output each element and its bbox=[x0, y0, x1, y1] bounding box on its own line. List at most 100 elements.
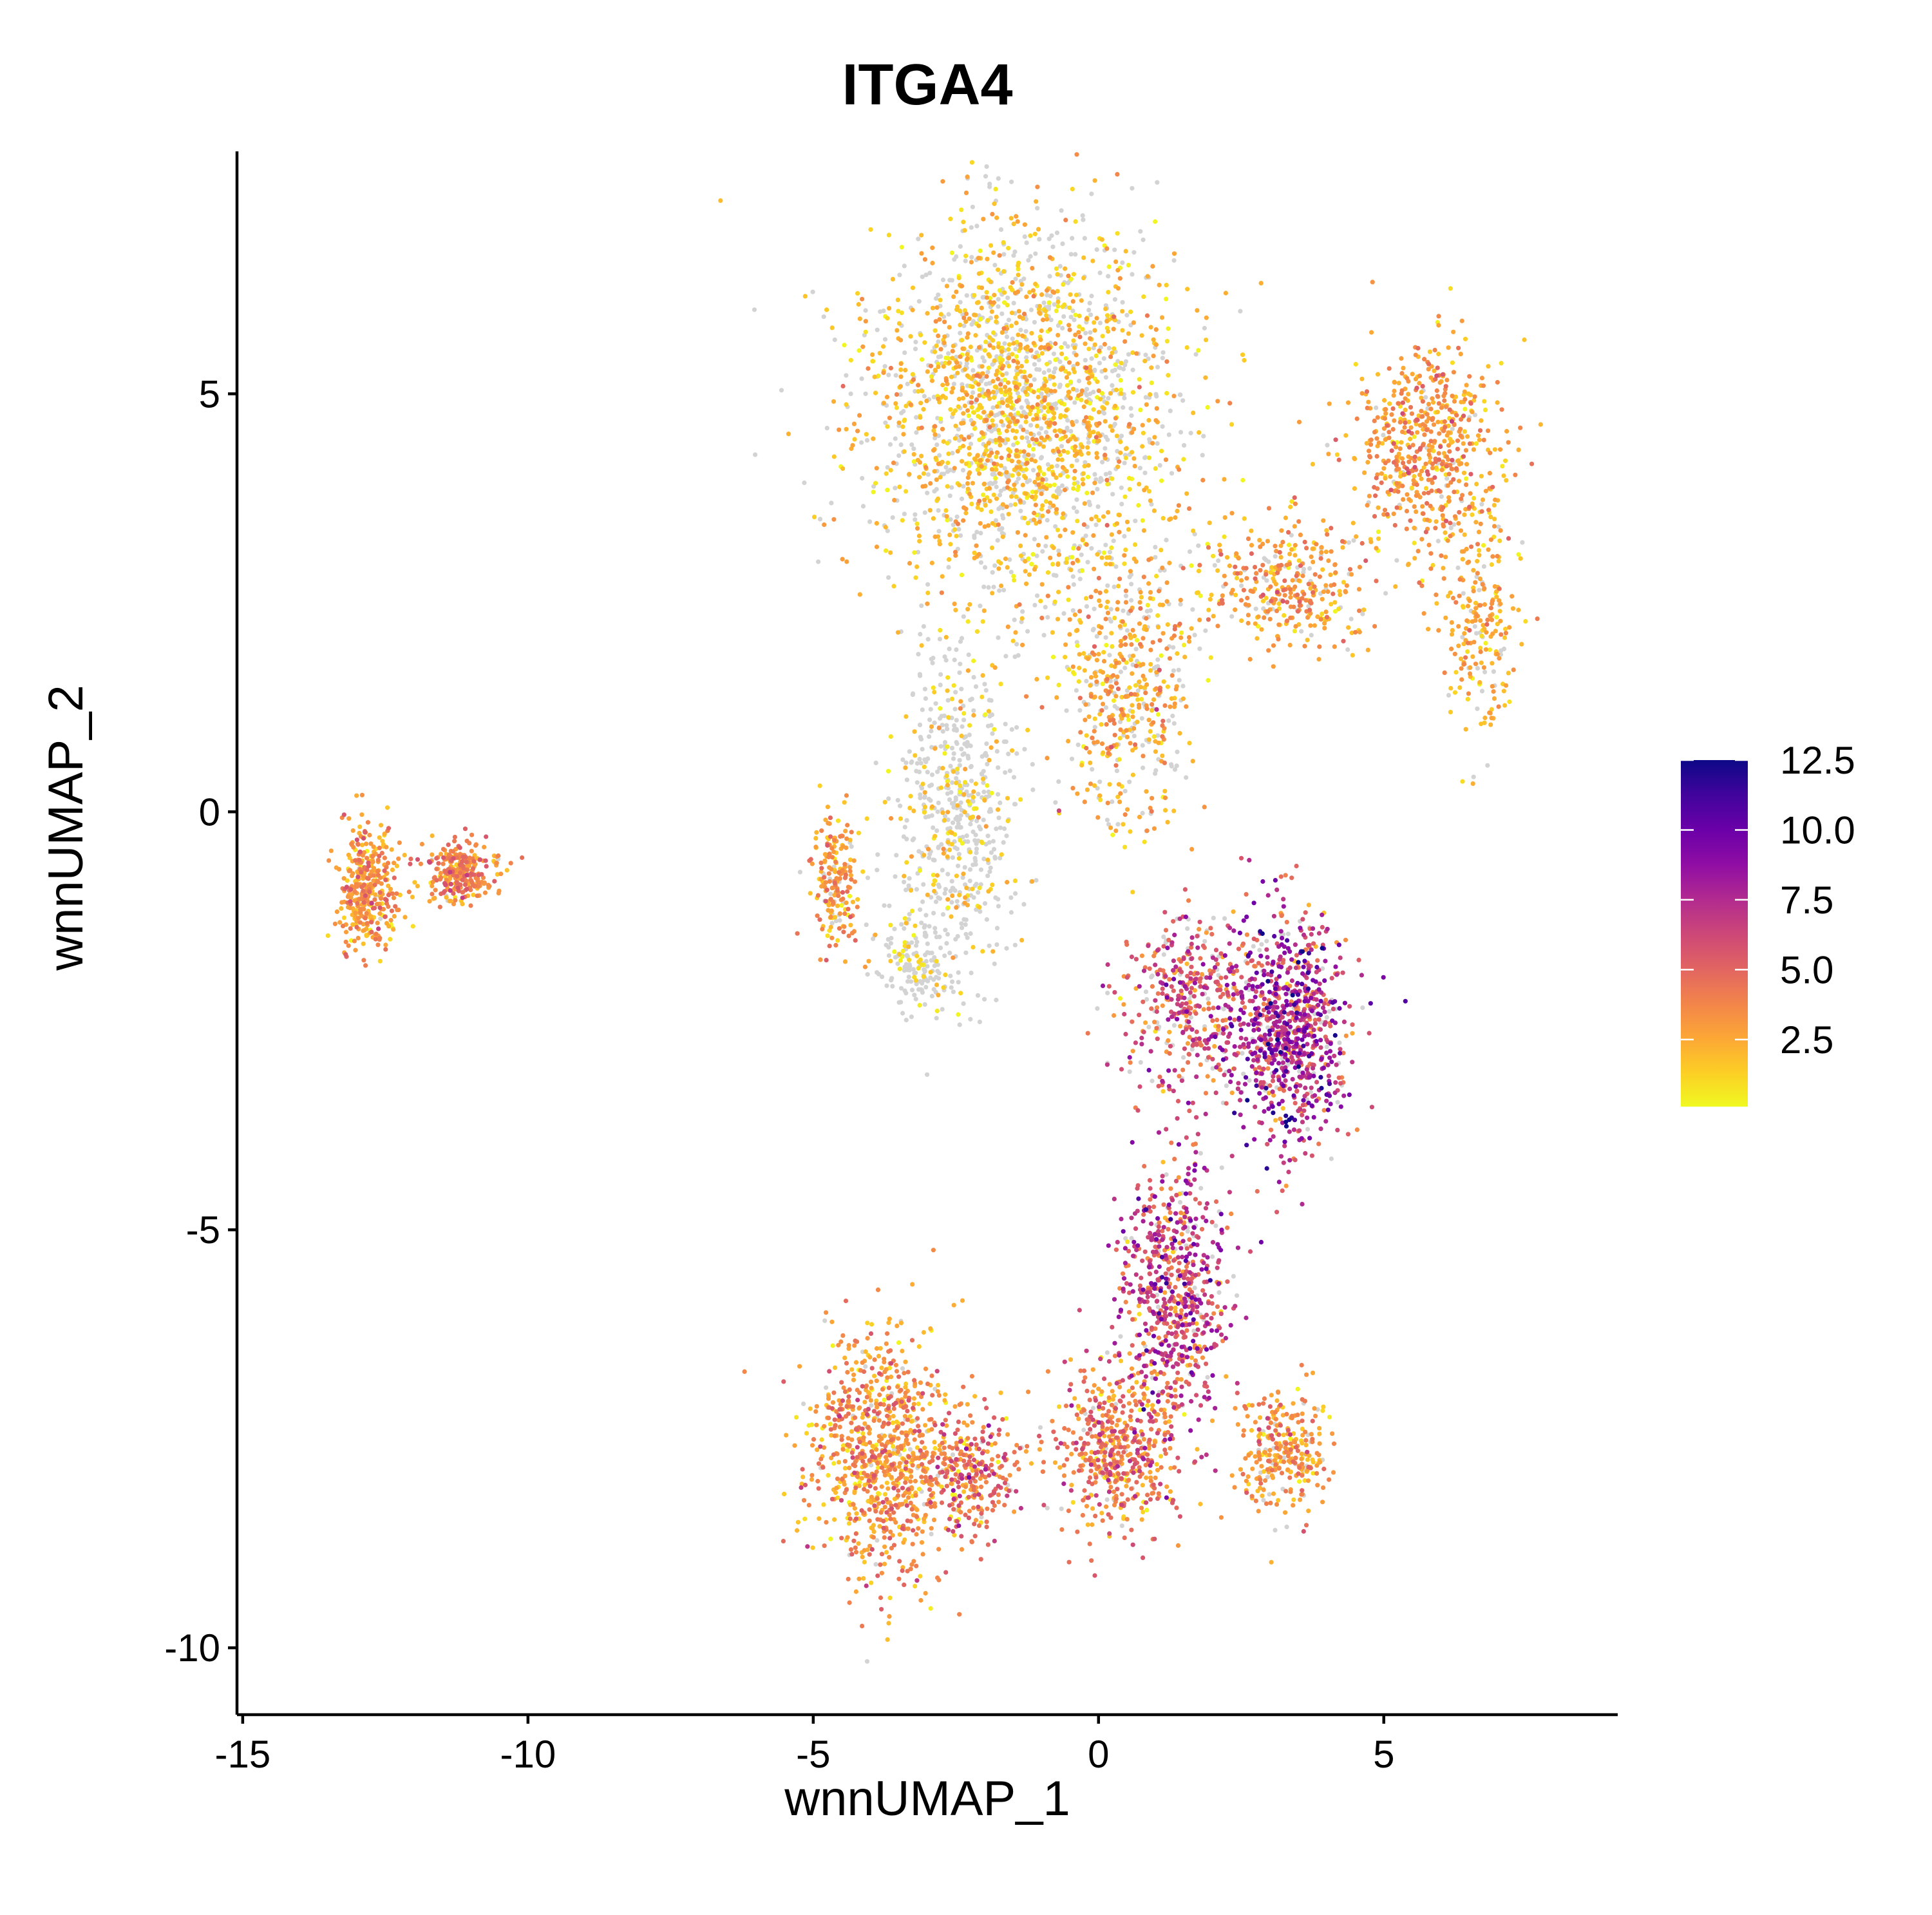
cell-point bbox=[1137, 377, 1142, 382]
cell-point bbox=[971, 799, 976, 804]
cell-point bbox=[949, 914, 954, 919]
cell-point bbox=[1090, 1506, 1095, 1511]
cell-point bbox=[1051, 503, 1056, 508]
cell-point bbox=[1141, 1509, 1146, 1515]
cell-point bbox=[1104, 1350, 1110, 1355]
cell-point bbox=[848, 357, 853, 363]
cell-point bbox=[992, 201, 997, 206]
cell-point bbox=[961, 323, 967, 329]
cell-point bbox=[994, 372, 999, 377]
cell-point bbox=[919, 233, 924, 238]
cell-point bbox=[1115, 359, 1121, 364]
cell-point bbox=[1071, 434, 1076, 440]
cell-point bbox=[1030, 288, 1036, 293]
cell-point bbox=[808, 1406, 813, 1411]
cell-point bbox=[998, 825, 1003, 830]
cell-point bbox=[1118, 1358, 1124, 1364]
cell-point bbox=[893, 955, 898, 960]
cell-point bbox=[992, 395, 997, 400]
cell-point bbox=[1460, 557, 1465, 562]
cell-point bbox=[930, 660, 935, 665]
cell-point bbox=[1461, 470, 1467, 475]
cell-point bbox=[1229, 614, 1235, 619]
cell-point bbox=[1007, 363, 1012, 369]
cell-point bbox=[950, 1452, 956, 1457]
cell-point bbox=[1308, 623, 1313, 628]
cell-point bbox=[1160, 356, 1165, 361]
cell-point bbox=[1481, 623, 1486, 628]
cell-point bbox=[897, 272, 902, 278]
cell-point bbox=[955, 803, 960, 808]
cell-point bbox=[835, 938, 840, 943]
cell-point bbox=[1005, 437, 1010, 443]
cell-point bbox=[1060, 366, 1066, 371]
cell-point bbox=[1185, 926, 1190, 931]
cell-point bbox=[902, 926, 907, 931]
cell-point bbox=[1153, 392, 1159, 397]
cell-point bbox=[971, 712, 976, 718]
cell-point bbox=[940, 277, 946, 283]
cell-point bbox=[1101, 514, 1106, 519]
cell-point bbox=[1208, 596, 1213, 602]
cell-point bbox=[967, 316, 972, 321]
cell-point bbox=[861, 1576, 866, 1581]
cell-point bbox=[894, 1419, 899, 1424]
cell-point bbox=[1098, 797, 1103, 803]
cell-point bbox=[904, 818, 909, 823]
cell-point bbox=[1320, 611, 1325, 616]
cell-point bbox=[909, 1015, 914, 1020]
cell-point bbox=[1141, 662, 1146, 667]
cell-point bbox=[1118, 1334, 1123, 1339]
cell-point bbox=[1014, 642, 1019, 647]
cell-point bbox=[946, 312, 951, 317]
cell-point bbox=[1181, 642, 1187, 648]
cell-point bbox=[1113, 362, 1118, 367]
cell-point bbox=[1119, 391, 1124, 396]
cell-point bbox=[904, 777, 909, 783]
cell-point bbox=[945, 461, 951, 466]
cell-point bbox=[1105, 583, 1110, 588]
cell-point bbox=[1142, 1396, 1147, 1401]
cell-point bbox=[1338, 592, 1343, 597]
cell-point bbox=[1126, 352, 1132, 357]
cell-point bbox=[1085, 445, 1090, 450]
cell-point bbox=[956, 852, 961, 857]
cell-point bbox=[1002, 341, 1007, 346]
cell-point bbox=[977, 387, 982, 392]
cell-point bbox=[1497, 538, 1502, 544]
cell-point bbox=[1044, 535, 1049, 540]
cell-point bbox=[1062, 414, 1067, 419]
cell-point bbox=[388, 937, 393, 942]
cell-point bbox=[940, 912, 946, 917]
cell-point bbox=[942, 334, 947, 339]
cell-point bbox=[870, 359, 875, 364]
cell-point bbox=[1310, 546, 1315, 551]
cell-point bbox=[1159, 478, 1164, 483]
cell-point bbox=[931, 516, 936, 521]
cell-point bbox=[907, 472, 912, 477]
cell-point bbox=[965, 486, 971, 491]
cell-point bbox=[1051, 415, 1056, 421]
cell-point bbox=[1070, 386, 1076, 392]
cell-point bbox=[1083, 357, 1088, 363]
cell-point bbox=[867, 519, 873, 524]
cell-point bbox=[863, 329, 868, 334]
cell-point bbox=[980, 364, 985, 369]
cell-point bbox=[1135, 697, 1141, 702]
cell-point bbox=[987, 757, 992, 763]
cell-point bbox=[912, 729, 917, 734]
cell-point bbox=[984, 917, 989, 922]
cell-point bbox=[1020, 333, 1025, 339]
cell-point bbox=[1124, 312, 1130, 318]
cell-point bbox=[896, 420, 902, 425]
cell-point bbox=[1030, 446, 1036, 452]
cell-point bbox=[982, 752, 987, 757]
cell-point bbox=[1059, 444, 1065, 449]
cell-point bbox=[1114, 433, 1119, 439]
cell-point bbox=[1034, 423, 1039, 429]
cell-point bbox=[902, 873, 907, 879]
cell-point bbox=[978, 521, 983, 526]
cell-point bbox=[1148, 498, 1153, 503]
cell-point bbox=[1128, 829, 1133, 834]
cell-point bbox=[1122, 561, 1127, 566]
